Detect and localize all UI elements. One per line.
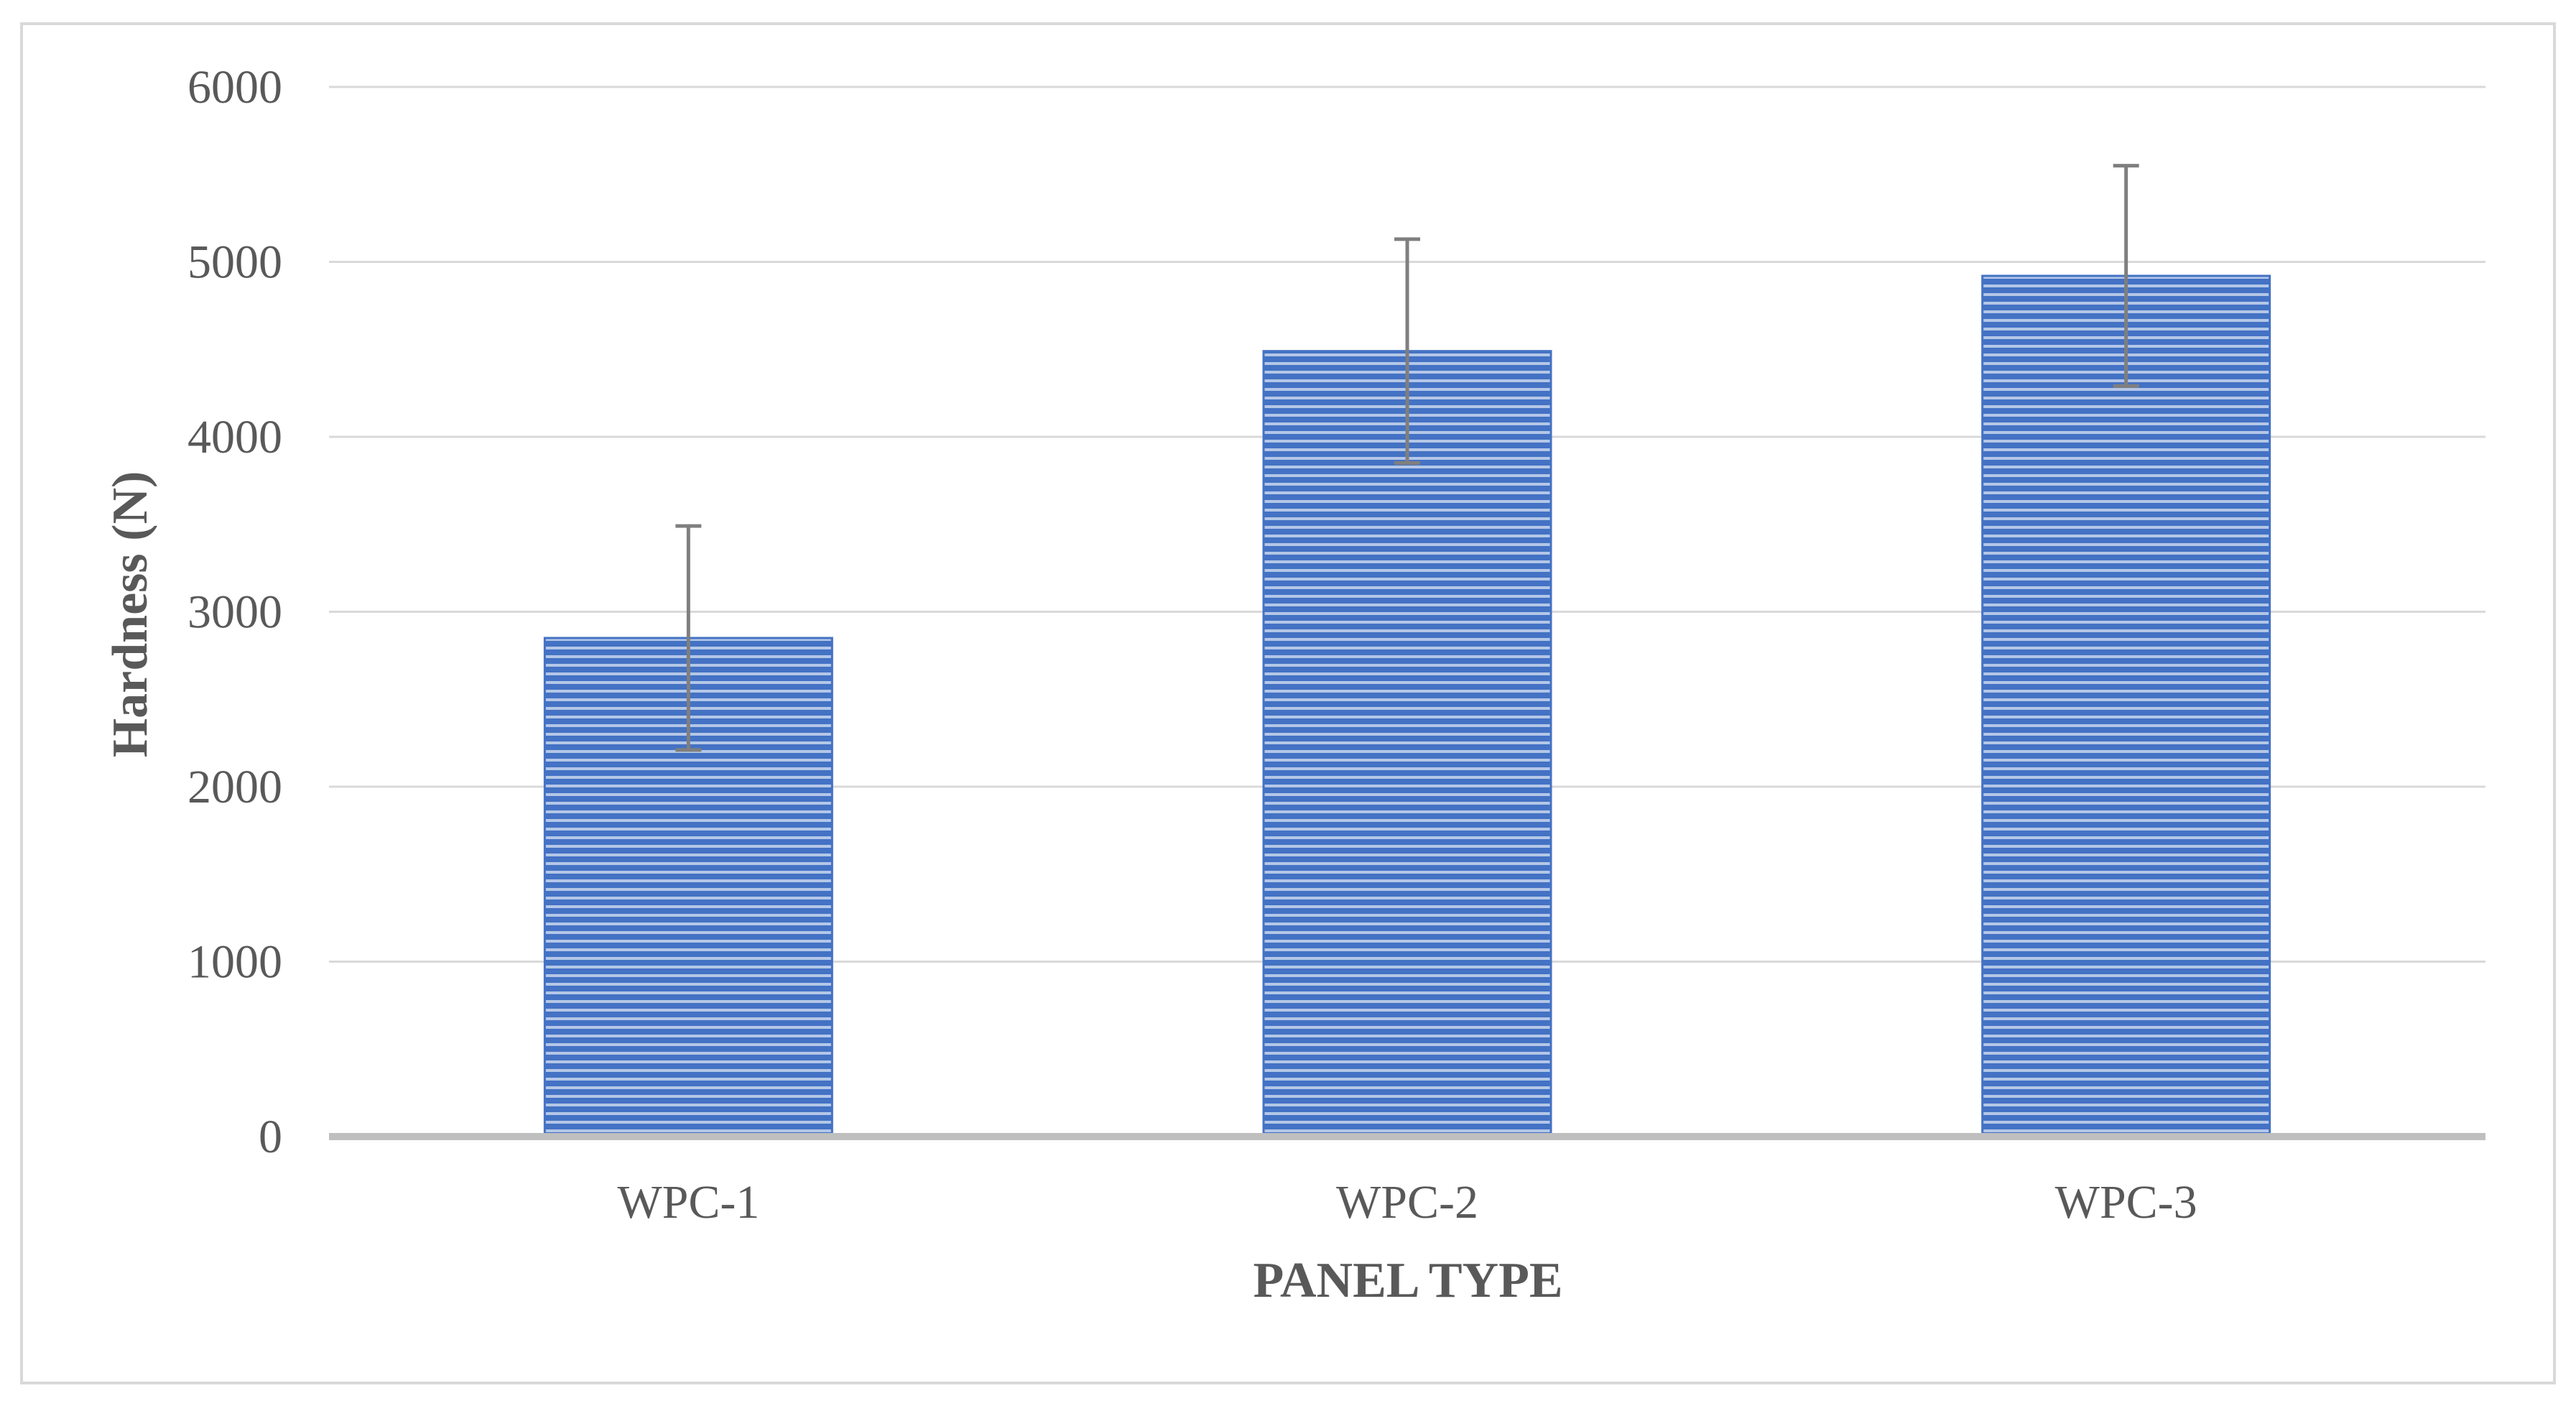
- error-bar-wpc-2: [1394, 237, 1420, 466]
- bar-wpc-3: [1981, 274, 2271, 1138]
- error-bar-wpc-1: [675, 524, 702, 752]
- x-tick-label: WPC-1: [617, 1176, 759, 1229]
- x-tick-label: WPC-2: [1336, 1176, 1478, 1229]
- y-tick-label: 5000: [187, 236, 282, 289]
- y-tick-label: 1000: [187, 936, 282, 989]
- error-bar-wpc-3: [2113, 164, 2139, 388]
- x-axis-title: PANEL TYPE: [1253, 1253, 1562, 1308]
- bar-wpc-2: [1262, 350, 1552, 1138]
- y-tick-label: 0: [259, 1111, 282, 1163]
- x-axis-tick-labels: WPC-1 WPC-2 WPC-3: [617, 1176, 2197, 1229]
- y-tick-label: 2000: [187, 761, 282, 813]
- y-tick-label: 3000: [187, 586, 282, 639]
- y-tick-label: 6000: [187, 61, 282, 114]
- x-tick-label: WPC-3: [2055, 1176, 2197, 1229]
- error-bars: [675, 164, 2139, 752]
- y-axis-title: Hardness (N): [103, 471, 158, 758]
- y-axis-tick-labels: 0 1000 2000 3000 4000 5000 6000: [187, 61, 282, 1163]
- y-tick-label: 4000: [187, 411, 282, 463]
